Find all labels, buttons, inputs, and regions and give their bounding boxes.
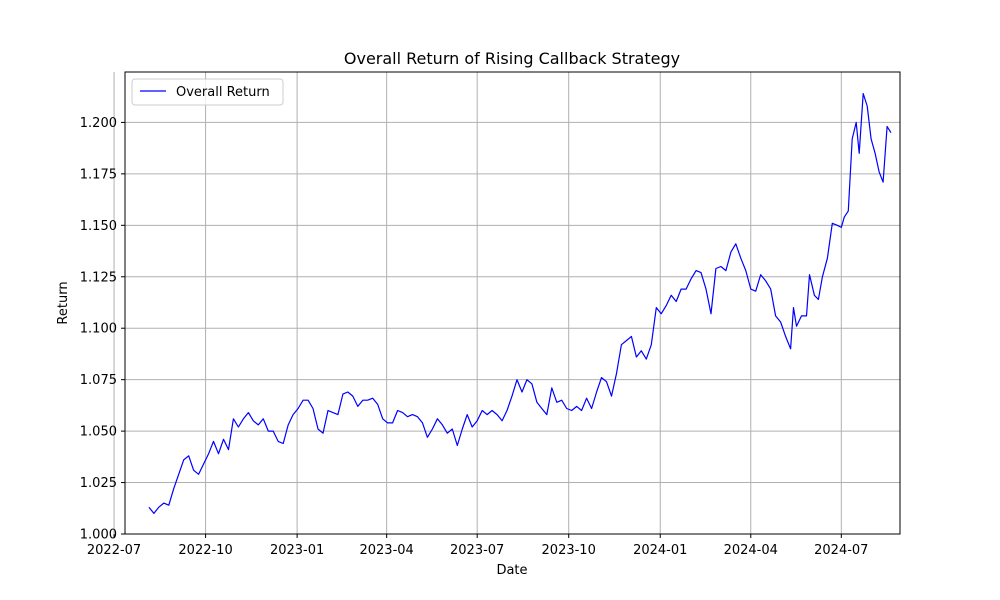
x-tick-label: 2022-10 [178,543,232,558]
plot-area-frame [124,71,901,535]
x-tick-label: 2023-04 [359,543,413,558]
x-tick-label: 2024-04 [724,543,778,558]
x-tick-label: 2023-01 [270,543,324,558]
legend-label: Overall Return [176,85,270,100]
y-tick-label: 1.100 [80,322,117,337]
series-line-overall-return [148,92,892,515]
series-layer [148,92,892,515]
x-tick-label: 2023-10 [542,543,596,558]
y-tick-label: 1.025 [80,476,117,491]
y-tick-label: 1.075 [80,373,117,388]
y-tick-label: 1.050 [80,425,117,440]
x-axis-label: Date [496,563,527,578]
y-tick-label: 1.000 [80,528,117,543]
y-tick-label: 1.200 [80,116,117,131]
x-tick-label: 2024-07 [814,543,868,558]
y-tick-label: 1.125 [80,270,117,285]
y-axis-ticks: 1.000 1.025 1.050 1.075 1.100 1.125 1.150 1.175… [80,116,125,543]
legend: Overall Return [131,78,284,106]
y-tick-label: 1.150 [80,219,117,234]
legend-box [131,78,284,106]
x-tick-label: 2024-01 [633,543,687,558]
y-axis-label: Return [56,281,71,324]
y-tick-label: 1.175 [80,167,117,182]
x-axis-ticks: 2022-07 2022-10 2023-01 2023-04 2023-07 2023-… [87,534,868,558]
chart-title: Overall Return of Rising Callback Strate… [344,49,680,68]
x-tick-label: 2023-07 [450,543,504,558]
x-tick-label: 2022-07 [87,543,141,558]
